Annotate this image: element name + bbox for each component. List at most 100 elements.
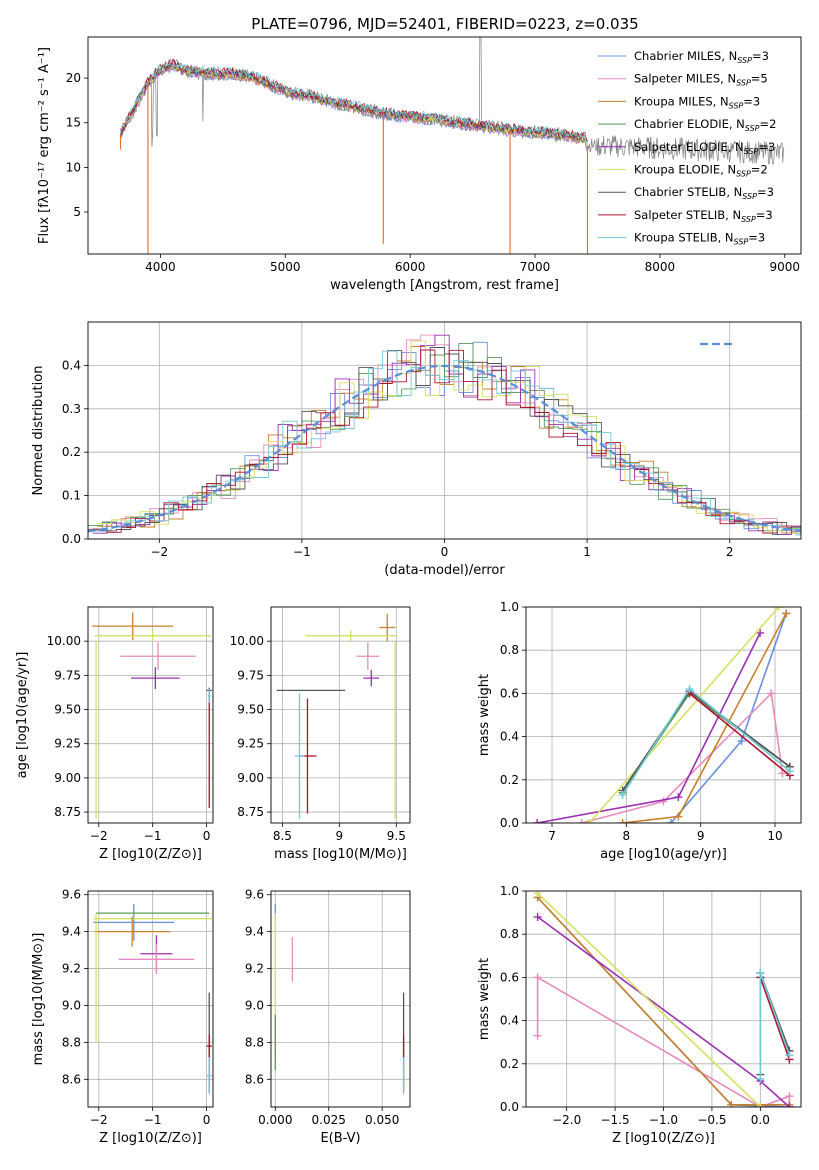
x-tick-label: 10	[767, 829, 782, 843]
y-tick-label: 9.25	[54, 737, 81, 751]
x-tick-label: −0.5	[697, 1113, 726, 1127]
weight-marker	[785, 1051, 794, 1060]
weight-marker	[585, 819, 594, 823]
axes-frame	[270, 890, 411, 1108]
normal-curve	[88, 364, 801, 533]
y-tick-label: 8.75	[54, 805, 81, 819]
x-tick-label: −2	[90, 829, 108, 843]
y-axis-label: mass weight	[477, 958, 492, 1040]
y-tick-label: 10	[66, 160, 81, 174]
legend-label: Salpeter ELODIE, NSSP=3	[634, 140, 775, 156]
x-tick-label: −1.5	[601, 1113, 630, 1127]
plot-area	[271, 607, 410, 823]
y-tick-label: 15	[66, 116, 81, 130]
legend-label: Kroupa ELODIE, NSSP=2	[634, 163, 768, 179]
weight-marker	[756, 969, 765, 978]
weight-marker	[666, 819, 675, 823]
x-tick-label: 0	[441, 545, 449, 559]
y-tick-label: 9.75	[237, 668, 264, 682]
y-tick-label: 8.8	[245, 1035, 264, 1049]
y-tick-label: 0.6	[500, 686, 519, 700]
x-tick-label: 7000	[520, 260, 551, 274]
x-tick-label: 9000	[769, 260, 800, 274]
y-tick-label: 10.00	[47, 634, 81, 648]
y-tick-label: 9.4	[62, 925, 81, 939]
y-tick-label: 0.4	[62, 358, 81, 372]
weight-marker	[674, 793, 683, 802]
x-axis-label: age [log10(age/yr)]	[600, 847, 727, 862]
axes-frame	[87, 606, 214, 824]
x-axis-label: Z [log10(Z/Z⊙)]	[99, 847, 202, 862]
weight-marker	[785, 767, 794, 776]
model-spectrum-line	[120, 58, 588, 145]
plot-area	[526, 607, 801, 823]
y-tick-label: 20	[66, 71, 81, 85]
y-tick-label: 0.6	[500, 970, 519, 984]
x-tick-label: 6000	[395, 260, 426, 274]
x-tick-label: 0.0	[751, 1113, 770, 1127]
y-tick-label: 0.0	[62, 532, 81, 546]
y-tick-label: 9.4	[245, 925, 264, 939]
x-axis-label: wavelength [Angstrom, rest frame]	[330, 278, 559, 293]
weight-marker	[533, 1031, 542, 1040]
mass-vs-metallicity-panel: −2 −1 0 8.6 8.8 9.0 9.2 9.4 9.6 Z [log10(Z/Z⊙)] ma…	[31, 888, 214, 1146]
residuals-panel: −2 −1 0 1 2 0.0 0.1 0.2 0.3 0.4 (data-model)/error…	[31, 321, 802, 578]
plot-area	[88, 891, 213, 1107]
plot-area	[526, 891, 801, 1107]
y-tick-label: 9.6	[245, 888, 264, 902]
weight-marker	[618, 790, 627, 799]
x-tick-label: 9.5	[387, 829, 406, 843]
x-axis-label: mass [log10(M/M⊙)]	[274, 847, 407, 862]
x-tick-label: 8000	[645, 260, 676, 274]
weight-marker	[727, 1100, 736, 1107]
y-tick-label: 0.8	[500, 927, 519, 941]
x-tick-label: 5000	[270, 260, 301, 274]
axes-frame	[525, 606, 802, 824]
age-vs-metallicity-panel: −2 −1 0 8.75 9.00 9.25 9.50 9.75 10.00 Z [log10(Z…	[15, 606, 214, 862]
legend-label: Chabrier ELODIE, NSSP=2	[634, 117, 776, 133]
y-tick-label: 0.4	[500, 1014, 519, 1028]
x-tick-label: 1	[583, 545, 591, 559]
plot-area	[271, 891, 410, 1107]
legend-label: Chabrier STELIB, NSSP=3	[634, 185, 774, 201]
weight-line	[621, 692, 791, 794]
y-tick-label: 9.75	[54, 668, 81, 682]
weight-line	[622, 613, 787, 823]
x-tick-label: −2.0	[552, 1113, 581, 1127]
y-tick-label: 1.0	[500, 600, 519, 614]
y-tick-label: 0.8	[500, 643, 519, 657]
weight-line	[588, 607, 780, 823]
y-tick-label: 8.6	[62, 1072, 81, 1086]
y-tick-label: 0.0	[500, 816, 519, 830]
x-tick-label: −1	[293, 545, 311, 559]
y-tick-label: 0.2	[500, 1057, 519, 1071]
legend-label: Kroupa STELIB, NSSP=3	[634, 231, 765, 247]
weight-line	[581, 691, 784, 823]
y-tick-label: 9.50	[54, 703, 81, 717]
y-tick-label: 9.25	[237, 737, 264, 751]
y-tick-label: 1.0	[500, 884, 519, 898]
plot-area	[88, 607, 213, 823]
weight-marker	[533, 819, 542, 823]
legend-label: Salpeter STELIB, NSSP=3	[634, 208, 773, 224]
y-tick-label: 9.00	[54, 771, 81, 785]
spectrum-panel: 4000 5000 6000 7000 8000 9000 5 10 15 20 wavelengt…	[37, 36, 802, 293]
y-tick-label: 0.2	[62, 445, 81, 459]
y-tick-label: 9.2	[245, 962, 264, 976]
x-tick-label: 7	[548, 829, 556, 843]
y-axis-label: Flux [fλ10⁻¹⁷ erg cm⁻² s⁻¹ A⁻¹]	[37, 47, 52, 244]
y-tick-label: 10.00	[230, 634, 264, 648]
y-tick-label: 8.75	[237, 805, 264, 819]
x-tick-label: 0.025	[312, 1113, 346, 1127]
y-axis-label: Normed distribution	[31, 366, 46, 496]
x-axis-label: (data-model)/error	[384, 563, 505, 578]
y-tick-label: 0.4	[500, 730, 519, 744]
legend: Chabrier MILES, NSSP=3 Salpeter MILES, NS…	[598, 49, 776, 247]
y-tick-label: 9.50	[237, 703, 264, 717]
y-axis-label: mass weight	[477, 674, 492, 756]
weight-vs-age-panel: 7 8 9 10 0.0 0.2 0.4 0.6 0.8 1.0 age [log10(age/yr…	[477, 600, 802, 862]
y-tick-label: 8.8	[62, 1035, 81, 1049]
residual-histogram	[92, 349, 801, 534]
x-tick-label: −1	[144, 1113, 162, 1127]
y-tick-label: 0.0	[500, 1100, 519, 1114]
